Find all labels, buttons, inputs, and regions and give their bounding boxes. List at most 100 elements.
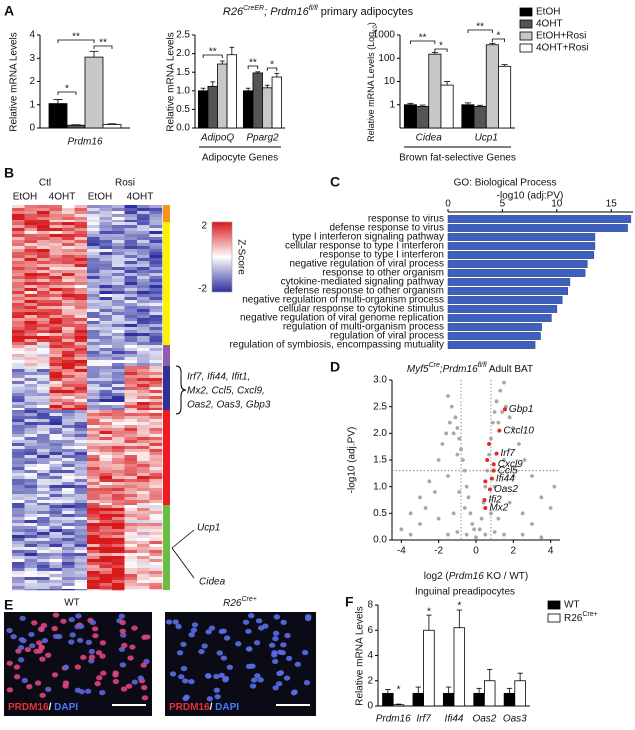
heatmap-cell [49,270,63,274]
bar [262,87,273,129]
heatmap-cell [12,264,25,268]
heatmap-cell [49,327,63,331]
bar [423,629,435,707]
bar [447,242,596,250]
heatmap-cell [112,282,125,286]
heatmap-cell [24,437,38,441]
heatmap-cell [87,306,100,310]
heatmap-cell [137,291,150,295]
heatmap-cell [124,240,138,244]
heatmap-cell [124,488,138,492]
heatmap-cell [149,217,163,221]
heatmap-cell [37,482,50,486]
heatmap-cell [37,494,50,498]
heatmap-cell [87,479,100,483]
heatmap-cell [149,452,163,456]
point [489,436,493,441]
heatmap-cell [87,428,100,432]
heatmap-cell [99,255,113,259]
heatmap-cell [62,589,75,591]
heatmap-cell [24,508,38,512]
heatmap-cell [49,520,63,524]
heatmap-cell [12,261,25,265]
point-label: Ccl5 [498,465,518,476]
heatmap-cell [137,220,150,223]
heatmap-cell [87,455,100,459]
nucleus [91,626,99,632]
legend-label-part: Cre+ [582,611,597,618]
heatmap-cell [49,408,63,411]
heatmap-cell [112,276,125,280]
heatmap-cell [87,309,100,313]
bar [416,105,430,129]
heatmap-cell [37,267,50,271]
heatmap-cell [124,282,138,286]
heatmap-cell [137,294,150,298]
heatmap-cell [99,258,113,262]
heatmap-cell [12,378,25,382]
point [492,410,497,414]
y-tick-label: 2 [367,675,373,686]
heatmap-cell [62,488,75,492]
heatmap-cell [62,437,75,441]
heatmap-cell [137,547,150,551]
bar [514,680,526,707]
heatmap-cell [37,208,50,212]
nucleus [36,640,43,646]
heatmap-cell [149,321,163,325]
heatmap-cell [37,405,50,409]
heatmap-cell [24,419,38,423]
heatmap-cell [124,425,138,429]
heatmap-cell [24,231,38,235]
heatmap-cell [62,384,75,388]
heatmap-cell [99,402,113,406]
heatmap-cell [24,279,38,283]
legend-swatch [519,43,533,53]
heatmap-cell [37,318,50,322]
heatmap-cell [37,553,50,557]
heatmap-cell [149,410,163,414]
heatmap-cell [62,225,75,229]
heatmap-cell [112,396,125,400]
heatmap-cell [87,396,100,400]
heatmap-cell [12,485,25,489]
heatmap-cell [24,333,38,337]
heatmap-cell [24,464,38,468]
heatmap-cell [99,544,113,548]
heatmap-cell [137,508,150,512]
heatmap-cell [124,565,138,569]
heatmap-cell [62,390,75,394]
heatmap-cell [24,568,38,572]
y-tick-label: 1.0 [373,481,387,492]
heatmap-cell [112,279,125,283]
nucleus [213,687,221,693]
heatmap-cell [137,574,150,578]
heatmap-cell [112,556,125,560]
heatmap-cell [149,440,163,444]
heatmap-cell [137,381,150,385]
nucleus [242,619,250,625]
heatmap-cell [87,568,100,572]
heatmap-cell [74,330,88,334]
heatmap-cell [62,297,75,301]
heatmap-cell [24,240,38,244]
heatmap-cell [149,327,163,331]
nucleus [180,665,188,672]
heatmap-cell [62,387,75,391]
nucleus [119,628,126,634]
heatmap-cell [112,452,125,456]
heatmap-cell [87,482,100,486]
heatmap-cell [62,399,75,403]
heatmap-cell [24,503,38,506]
heatmap-cell [37,413,50,417]
heatmap-cell [74,393,88,397]
heatmap-cell [99,494,113,498]
heatmap-cell [12,559,25,563]
heatmap-cell [87,222,100,226]
heatmap-cell [62,211,75,215]
heatmap-cell [37,291,50,295]
heatmap-cell [99,553,113,557]
heatmap-cell [49,431,63,435]
callout-line [171,529,195,549]
heatmap-cell [49,363,63,367]
